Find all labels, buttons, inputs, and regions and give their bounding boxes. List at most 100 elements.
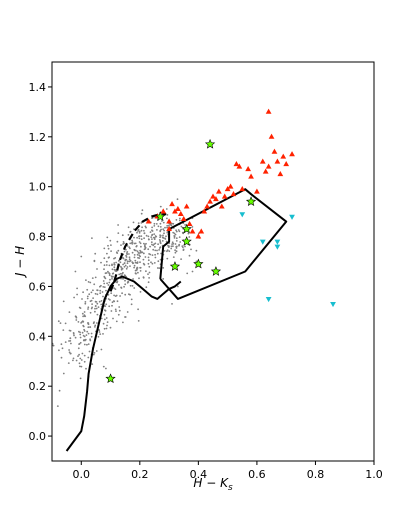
field-star-point xyxy=(159,242,162,245)
field-star-point xyxy=(83,335,86,338)
field-star-point xyxy=(121,234,124,237)
field-star-point xyxy=(114,270,117,272)
field-star-point xyxy=(138,277,140,280)
field-star-point xyxy=(89,326,91,328)
field-star-point xyxy=(148,238,150,241)
field-star-point xyxy=(188,236,191,238)
field-star-point xyxy=(76,293,78,296)
field-star-point xyxy=(159,234,162,237)
field-star-point xyxy=(98,300,101,303)
field-star-point xyxy=(83,360,86,363)
field-star-point xyxy=(188,254,191,257)
field-star-point xyxy=(139,249,142,252)
field-star-point xyxy=(180,225,183,228)
field-star-point xyxy=(85,334,88,336)
field-star-point xyxy=(153,233,156,236)
field-star-point xyxy=(62,300,65,303)
field-star-point xyxy=(151,226,154,229)
field-star-point xyxy=(99,292,102,295)
field-star-point xyxy=(122,321,124,324)
field-star-point xyxy=(152,236,155,239)
field-star-point xyxy=(92,289,94,292)
field-star-point xyxy=(129,293,131,296)
field-star-point xyxy=(174,251,177,254)
field-star-point xyxy=(129,284,132,287)
field-star-point xyxy=(143,263,146,266)
field-star-point xyxy=(166,250,168,253)
field-star-point xyxy=(101,291,104,293)
field-star-point xyxy=(152,248,155,251)
field-star-point xyxy=(59,322,62,324)
field-star-point xyxy=(92,297,94,299)
red-triangles xyxy=(145,108,295,239)
field-star-point xyxy=(108,305,111,308)
field-star-point xyxy=(107,256,110,259)
field-star-point xyxy=(139,270,142,272)
field-star-point xyxy=(75,359,78,362)
field-star-point xyxy=(162,228,165,231)
field-star-point xyxy=(96,313,99,316)
field-star-point xyxy=(81,298,83,300)
field-star-point xyxy=(151,238,153,241)
field-star-point xyxy=(182,248,185,251)
field-star-point xyxy=(124,279,126,282)
field-star-point xyxy=(61,347,64,350)
field-star-point xyxy=(81,331,84,334)
field-star-point xyxy=(164,237,167,240)
field-star-point xyxy=(77,347,80,350)
field-star-point xyxy=(111,304,113,307)
field-star-point xyxy=(148,265,151,268)
field-star-point xyxy=(75,315,77,318)
field-star-point xyxy=(158,249,161,251)
field-star-point xyxy=(120,244,122,247)
field-star-point xyxy=(107,293,110,296)
field-star-point xyxy=(134,261,137,264)
field-star-point xyxy=(157,225,160,228)
y-tick-label: 0.2 xyxy=(29,380,47,393)
field-star-point xyxy=(91,277,94,279)
field-star-point xyxy=(67,362,70,364)
field-star-point xyxy=(102,365,105,368)
field-star-point xyxy=(99,333,102,335)
y-tick-label: 1.0 xyxy=(29,181,47,194)
red-triangle-point xyxy=(207,198,213,204)
field-star-point xyxy=(84,302,87,305)
field-star-point xyxy=(68,349,70,351)
field-star-point xyxy=(105,303,108,306)
field-star-point xyxy=(148,277,151,279)
red-triangle-point xyxy=(215,188,222,194)
field-star-point xyxy=(159,205,162,208)
field-star-point xyxy=(129,242,132,245)
field-star-point xyxy=(87,323,90,326)
field-star-point xyxy=(151,254,154,256)
field-star-point xyxy=(122,263,124,266)
field-star-point xyxy=(110,275,113,278)
field-star-point xyxy=(79,357,82,360)
field-star-point xyxy=(113,262,116,264)
field-star-point xyxy=(123,242,125,245)
field-star-point xyxy=(134,272,137,275)
field-star-point xyxy=(137,230,139,232)
field-star-point xyxy=(126,260,129,263)
field-star-point xyxy=(143,232,146,235)
field-star-point xyxy=(97,335,100,338)
x-axis-label: H − Ks xyxy=(193,476,233,493)
field-star-point xyxy=(68,329,71,332)
field-star-point xyxy=(102,280,105,282)
cyan-triangle-point xyxy=(330,301,336,308)
field-star-point xyxy=(166,224,169,227)
field-star-point xyxy=(154,253,157,256)
green-star-point xyxy=(181,223,192,234)
red-triangle-point xyxy=(233,161,240,167)
field-star-point xyxy=(103,257,106,260)
field-star-point xyxy=(129,265,131,267)
field-star-point xyxy=(95,301,98,303)
red-triangle-point xyxy=(262,168,269,174)
field-star-point xyxy=(162,237,165,239)
field-star-point xyxy=(110,310,113,312)
field-star-point xyxy=(118,259,121,262)
field-star-point xyxy=(102,333,104,335)
field-star-point xyxy=(124,264,127,267)
field-star-point xyxy=(191,270,194,273)
field-star-point xyxy=(166,214,169,216)
